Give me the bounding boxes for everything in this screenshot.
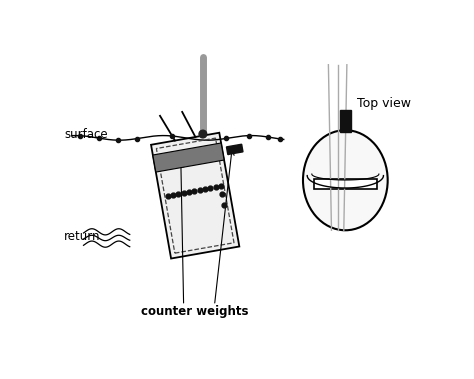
Ellipse shape (303, 130, 388, 230)
Polygon shape (227, 144, 243, 155)
Bar (340, 110, 351, 132)
Text: Top view: Top view (357, 97, 411, 110)
Polygon shape (153, 143, 224, 172)
Circle shape (199, 130, 207, 138)
Polygon shape (151, 133, 239, 258)
Text: surface: surface (64, 128, 108, 141)
Bar (314, 179, 377, 190)
Text: counter weights: counter weights (141, 305, 249, 318)
Text: return: return (64, 230, 101, 243)
